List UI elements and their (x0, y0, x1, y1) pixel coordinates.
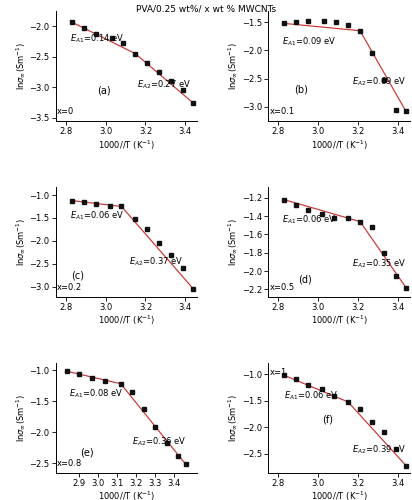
X-axis label: 1000//T (K$^{-1}$): 1000//T (K$^{-1}$) (311, 490, 368, 500)
Text: $E_{A2}$=0.39 eV: $E_{A2}$=0.39 eV (352, 444, 407, 456)
Text: $E_{A2}$=0.36 eV: $E_{A2}$=0.36 eV (132, 435, 187, 448)
Text: (e): (e) (80, 448, 94, 458)
Text: x=0: x=0 (57, 108, 74, 116)
Text: $E_{A2}$=0.27 eV: $E_{A2}$=0.27 eV (138, 78, 192, 91)
X-axis label: 1000//T (K$^{-1}$): 1000//T (K$^{-1}$) (98, 490, 155, 500)
Text: $E_{A1}$=0.06 eV: $E_{A1}$=0.06 eV (282, 214, 337, 226)
Y-axis label: ln$\sigma_{\infty}$(Sm$^{-1}$): ln$\sigma_{\infty}$(Sm$^{-1}$) (14, 42, 28, 90)
Text: x=0.5: x=0.5 (269, 284, 295, 292)
Text: x=0.2: x=0.2 (57, 284, 82, 292)
Text: (f): (f) (322, 414, 333, 424)
Text: x=1: x=1 (269, 368, 287, 377)
Y-axis label: ln$\sigma_{\infty}$(Sm$^{-1}$): ln$\sigma_{\infty}$(Sm$^{-1}$) (227, 394, 241, 442)
X-axis label: 1000//T (K$^{-1}$): 1000//T (K$^{-1}$) (311, 138, 368, 151)
Text: x=0.8: x=0.8 (57, 459, 82, 468)
Text: $E_{A1}$=0.06 eV: $E_{A1}$=0.06 eV (284, 390, 339, 402)
Text: $E_{A1}$=0.09 eV: $E_{A1}$=0.09 eV (282, 36, 337, 48)
Text: x=0.1: x=0.1 (269, 108, 295, 116)
Text: (d): (d) (298, 274, 312, 284)
X-axis label: 1000//T (K$^{-1}$): 1000//T (K$^{-1}$) (311, 314, 368, 328)
Y-axis label: ln$\sigma_{\infty}$(Sm$^{-1}$): ln$\sigma_{\infty}$(Sm$^{-1}$) (227, 218, 240, 266)
Y-axis label: ln$\sigma_{\infty}$(Sm$^{-1}$): ln$\sigma_{\infty}$(Sm$^{-1}$) (15, 394, 28, 442)
Text: (a): (a) (98, 86, 111, 96)
X-axis label: 1000//T (K$^{-1}$): 1000//T (K$^{-1}$) (98, 314, 155, 328)
Text: $E_{A1}$=0.14 eV: $E_{A1}$=0.14 eV (70, 32, 124, 44)
Text: (b): (b) (294, 84, 308, 94)
Text: PVA/0.25 wt%/ x wt % MWCNTs: PVA/0.25 wt%/ x wt % MWCNTs (136, 5, 276, 14)
X-axis label: 1000//T (K$^{-1}$): 1000//T (K$^{-1}$) (98, 138, 155, 151)
Text: $E_{A2}$=0.69 eV: $E_{A2}$=0.69 eV (352, 76, 407, 88)
Text: $E_{A2}$=0.37 eV: $E_{A2}$=0.37 eV (129, 255, 184, 268)
Text: (c): (c) (72, 270, 84, 280)
Text: $E_{A2}$=0.35 eV: $E_{A2}$=0.35 eV (352, 258, 407, 270)
Y-axis label: ln$\sigma_{\infty}$(Sm$^{-1}$): ln$\sigma_{\infty}$(Sm$^{-1}$) (14, 218, 28, 266)
Text: $E_{A1}$=0.06 eV: $E_{A1}$=0.06 eV (70, 210, 124, 222)
Text: $E_{A1}$=0.08 eV: $E_{A1}$=0.08 eV (69, 388, 124, 400)
Y-axis label: ln$\sigma_{\infty}$(Sm$^{-1}$): ln$\sigma_{\infty}$(Sm$^{-1}$) (227, 42, 240, 90)
